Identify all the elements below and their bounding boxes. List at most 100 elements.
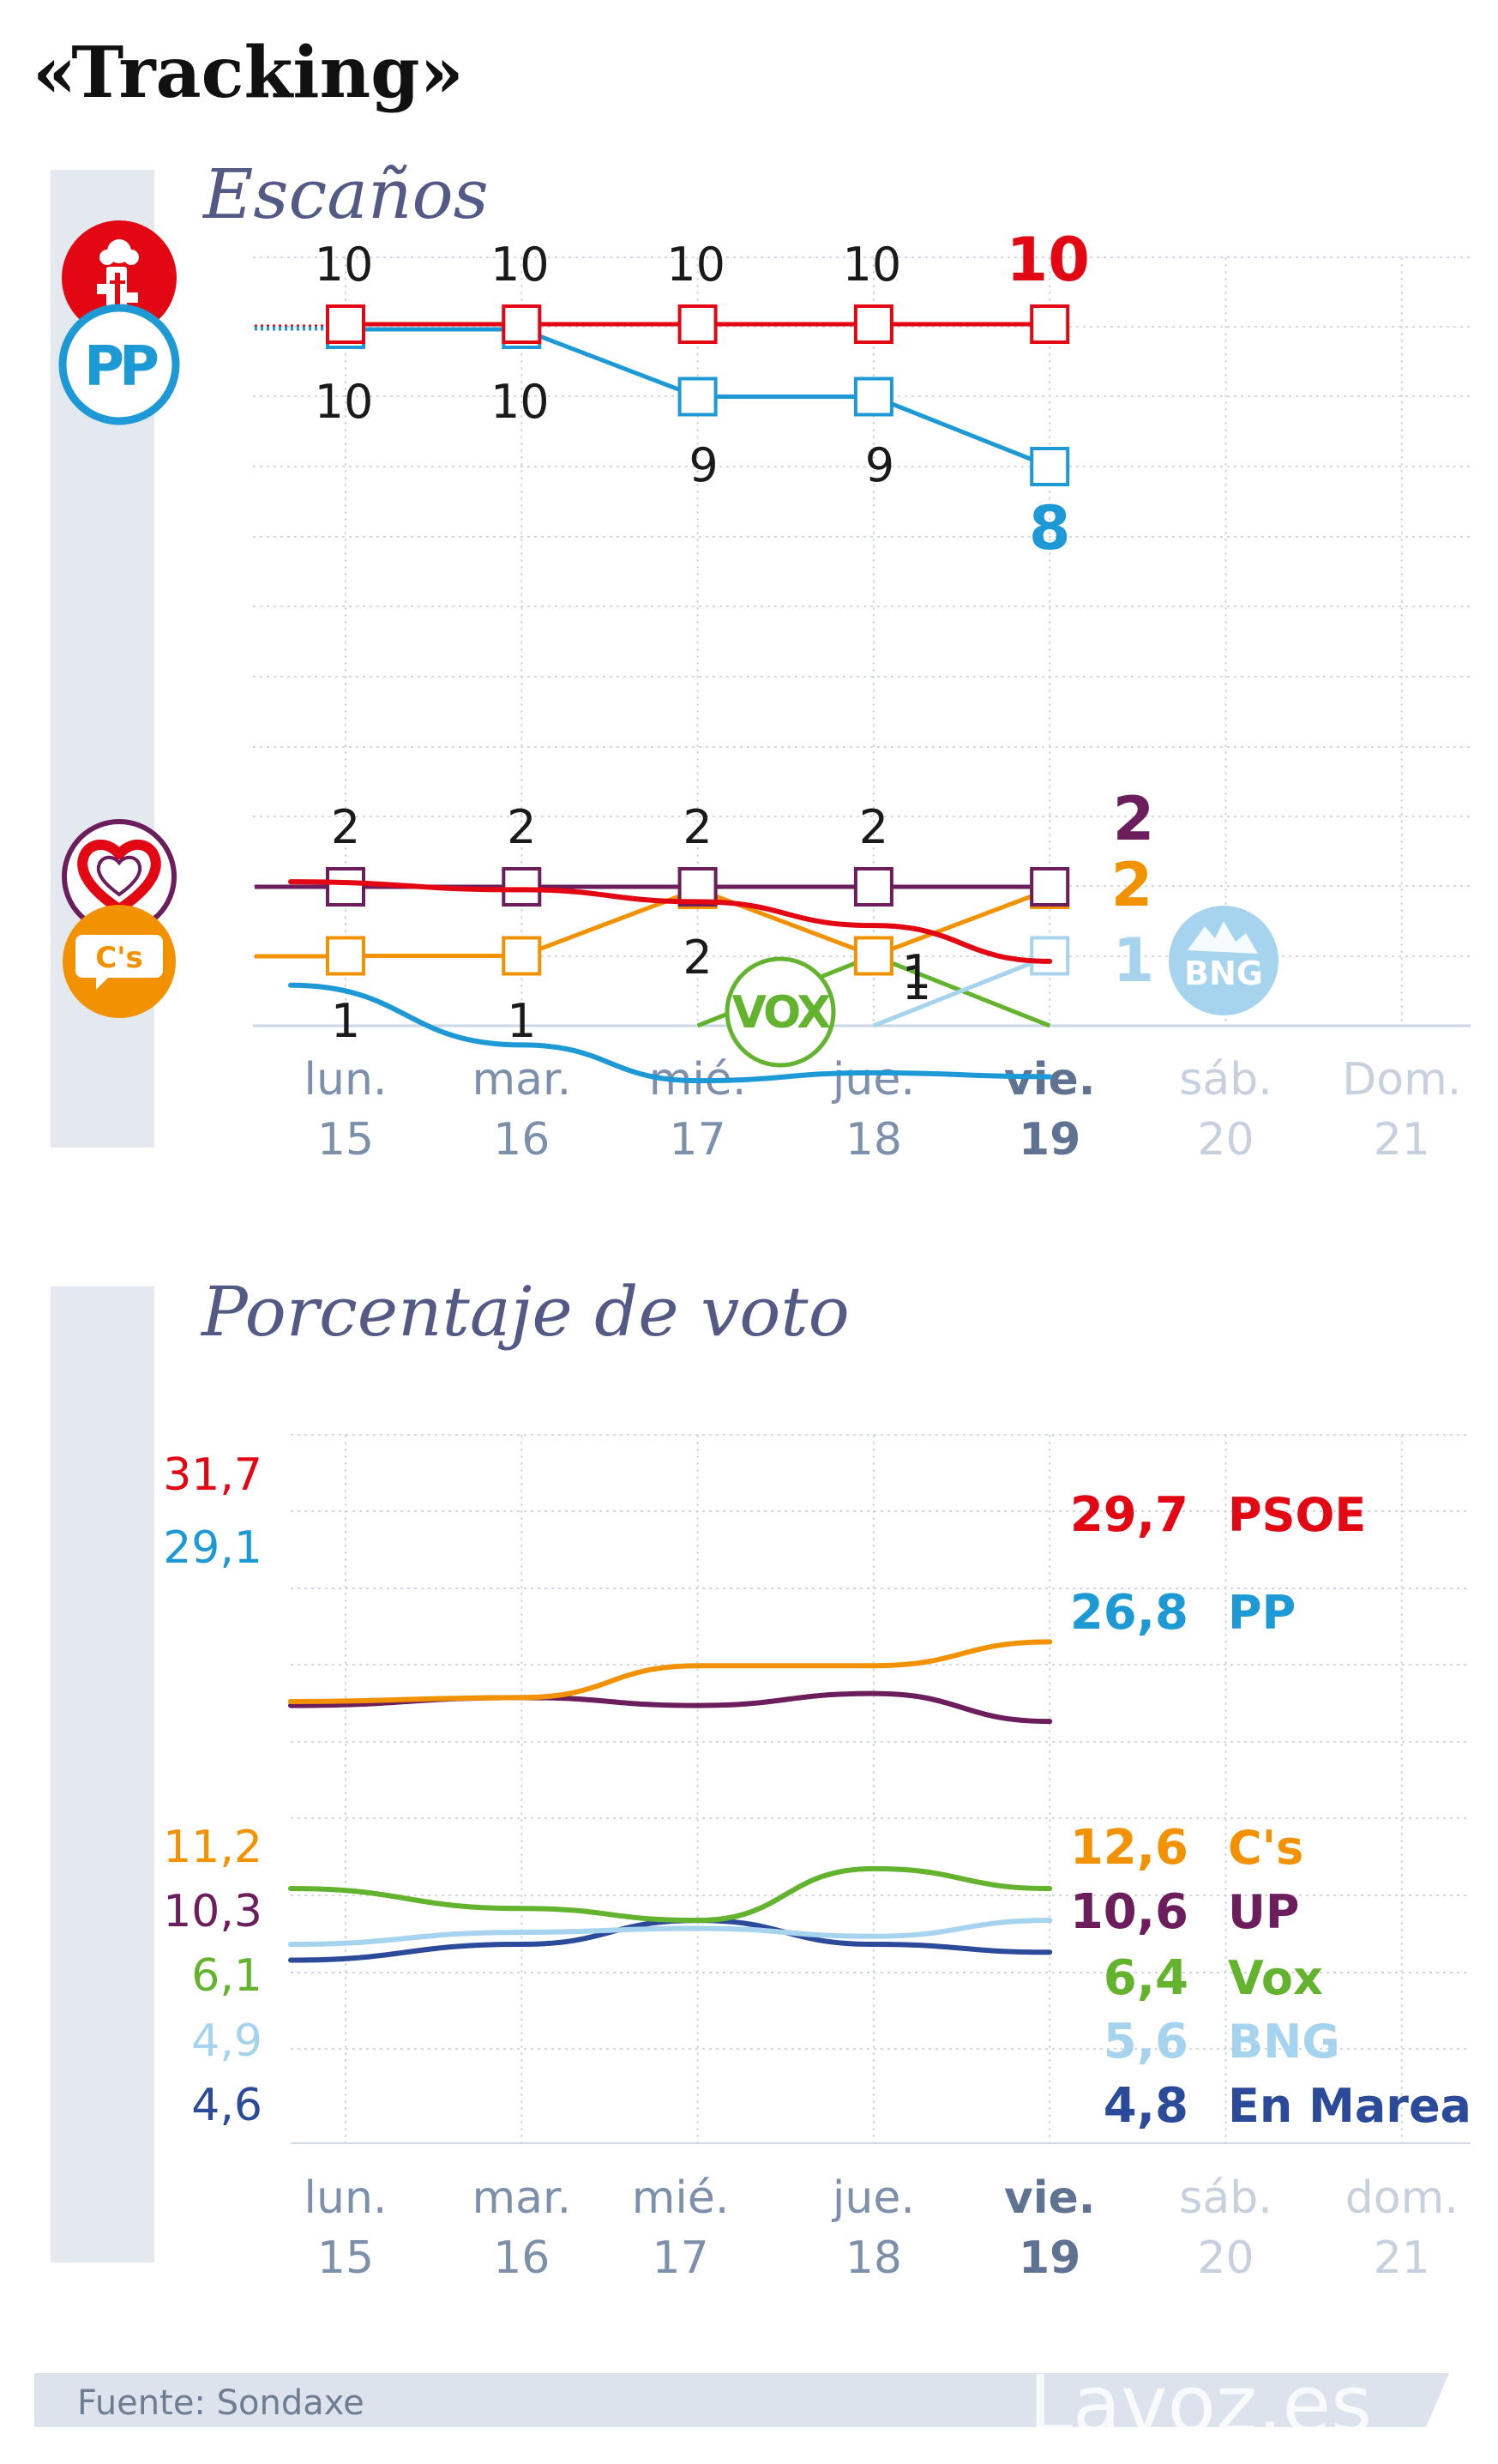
votes-axis-day: 16: [493, 2232, 550, 2284]
psoe-seat-label: 10: [843, 238, 902, 292]
cs-seat-label: 1: [331, 994, 360, 1048]
seats-markers: [326, 304, 1070, 976]
enmarea-start-label: 4,6: [191, 2080, 262, 2131]
seats-axis-weekday: vie.: [1004, 1054, 1096, 1105]
cs-start-label: 11,2: [163, 1822, 262, 1873]
votes-axis-day: 18: [845, 2232, 902, 2284]
cs-seat-label-final: 2: [1111, 850, 1153, 920]
cs-party-name: C's: [1228, 1821, 1303, 1875]
votes-axis-weekday: dom.: [1345, 2172, 1459, 2224]
vox-logo: VOX: [725, 956, 836, 1068]
up-seats-marker: [326, 867, 365, 907]
psoe-seat-label-final: 10: [1006, 225, 1089, 295]
pp-seat-label: 10: [490, 375, 550, 429]
votes-axis-weekday: vie.: [1004, 2172, 1096, 2224]
footer-band: [34, 2373, 1449, 2427]
psoe-seats-marker: [502, 304, 542, 344]
psoe-seat-label: 10: [315, 238, 374, 292]
up-seat-label: 2: [683, 800, 712, 854]
pp-logo: PP: [58, 304, 180, 425]
votes-axis-day: 21: [1374, 2232, 1430, 2284]
votes-axis-weekday: mar.: [472, 2172, 571, 2224]
pp-seat-label: 10: [315, 375, 374, 429]
votes-axis-weekday: jue.: [832, 2172, 915, 2224]
seats-axis-weekday: Dom.: [1342, 1054, 1461, 1105]
up-seat-label: 2: [859, 800, 888, 854]
votes-labels: 31,7 29,7 PSOE 29,1 26,8 PP 11,2 12,6 C's 10,3 10,…: [163, 1449, 1471, 2134]
up-seat-label: 2: [507, 800, 536, 854]
psoe-seat-label: 10: [490, 238, 550, 292]
up-end-label: 10,6: [1070, 1884, 1188, 1940]
bng-vote-line: [288, 1918, 1053, 1947]
heart-icon: [77, 840, 161, 914]
psoe-vote-line: [288, 879, 1053, 964]
up-logo: [62, 819, 177, 934]
seats-gridlines: [253, 256, 1471, 1027]
votes-axis-weekday: mié.: [632, 2172, 730, 2224]
psoe-seats-marker: [1030, 304, 1070, 344]
seats-axis-day: 18: [845, 1114, 902, 1166]
cs-seat-label: 1: [902, 945, 931, 999]
up-seats-marker: [853, 867, 893, 907]
seats-axis-day: 17: [670, 1114, 726, 1166]
votes-axis-day: 19: [1019, 2232, 1080, 2284]
seats-axis-day: 15: [317, 1114, 374, 1166]
cs-logo-text: C's: [95, 941, 143, 975]
vox-logo-text: VOX: [732, 987, 832, 1039]
cs-seat-label: 1: [507, 994, 536, 1048]
psoe-seats-marker: [326, 304, 365, 344]
up-seat-label-final: 2: [1113, 784, 1155, 854]
vox-start-label: 6,1: [191, 1950, 262, 2002]
votes-side-bar: [51, 1286, 154, 2262]
seats-axis-weekday: mar.: [472, 1054, 571, 1105]
cs-vote-line: [288, 1639, 1053, 1704]
bng-logo: BNG: [1169, 906, 1278, 1015]
bng-logo-text: BNG: [1184, 955, 1263, 992]
bng-party-name: BNG: [1228, 2015, 1340, 2069]
votes-chart-title: Porcentaje de voto: [200, 1272, 850, 1352]
psoe-seat-label: 10: [666, 238, 725, 292]
up-seat-label: 2: [331, 800, 360, 854]
seats-axis-day: 16: [493, 1114, 550, 1166]
source-text: Fuente: Sondaxe: [77, 2383, 364, 2423]
up-start-label: 10,3: [163, 1886, 262, 1937]
watermark: Lavoz.es: [1029, 2359, 1372, 2450]
cs-end-label: 12,6: [1070, 1820, 1188, 1876]
cs-logo: C's: [63, 905, 176, 1018]
pp-seat-label: 9: [865, 438, 894, 492]
vox-end-label: 6,4: [1104, 1950, 1188, 2006]
seats-x-axis: lun.15mar.16mié.17jue.18vie.19sáb.20Dom.…: [304, 1054, 1462, 1166]
psoe-start-label: 31,7: [163, 1449, 262, 1501]
bng-end-label: 5,6: [1104, 2014, 1188, 2069]
pp-seats-marker: [1030, 447, 1070, 486]
seats-axis-weekday: jue.: [832, 1054, 915, 1105]
psoe-party-name: PSOE: [1228, 1488, 1366, 1542]
vox-seat-label: 1: [902, 956, 931, 1010]
votes-axis-weekday: sáb.: [1179, 2172, 1272, 2224]
up-party-name: UP: [1228, 1885, 1299, 1939]
seats-axis-weekday: sáb.: [1179, 1054, 1272, 1105]
bng-seats-marker: [1030, 936, 1070, 976]
psoe-seats-marker: [677, 304, 718, 344]
seats-chart-title: Escaños: [202, 154, 489, 234]
vox-vote-line: [288, 1865, 1053, 1924]
seats-axis-day: 20: [1197, 1114, 1254, 1166]
up-seats-marker: [1030, 867, 1070, 907]
pp-end-label: 26,8: [1070, 1585, 1188, 1641]
pp-seat-label: 9: [689, 438, 718, 492]
votes-axis-day: 20: [1197, 2232, 1254, 2284]
pp-vote-line: [288, 982, 1053, 1084]
vox-party-name: Vox: [1228, 1951, 1323, 2005]
pp-start-label: 29,1: [163, 1522, 262, 1574]
votes-axis-weekday: lun.: [304, 2172, 388, 2224]
bng-seats-line: [872, 954, 1051, 1028]
cs-seat-label: 2: [683, 931, 712, 985]
bng-start-label: 4,9: [191, 2015, 262, 2067]
up-seats-marker: [677, 867, 718, 907]
cs-seats-marker: [853, 936, 893, 976]
seats-axis-day: 21: [1374, 1114, 1430, 1166]
cs-seats-marker: [502, 936, 542, 976]
psoe-logo: [62, 220, 177, 335]
